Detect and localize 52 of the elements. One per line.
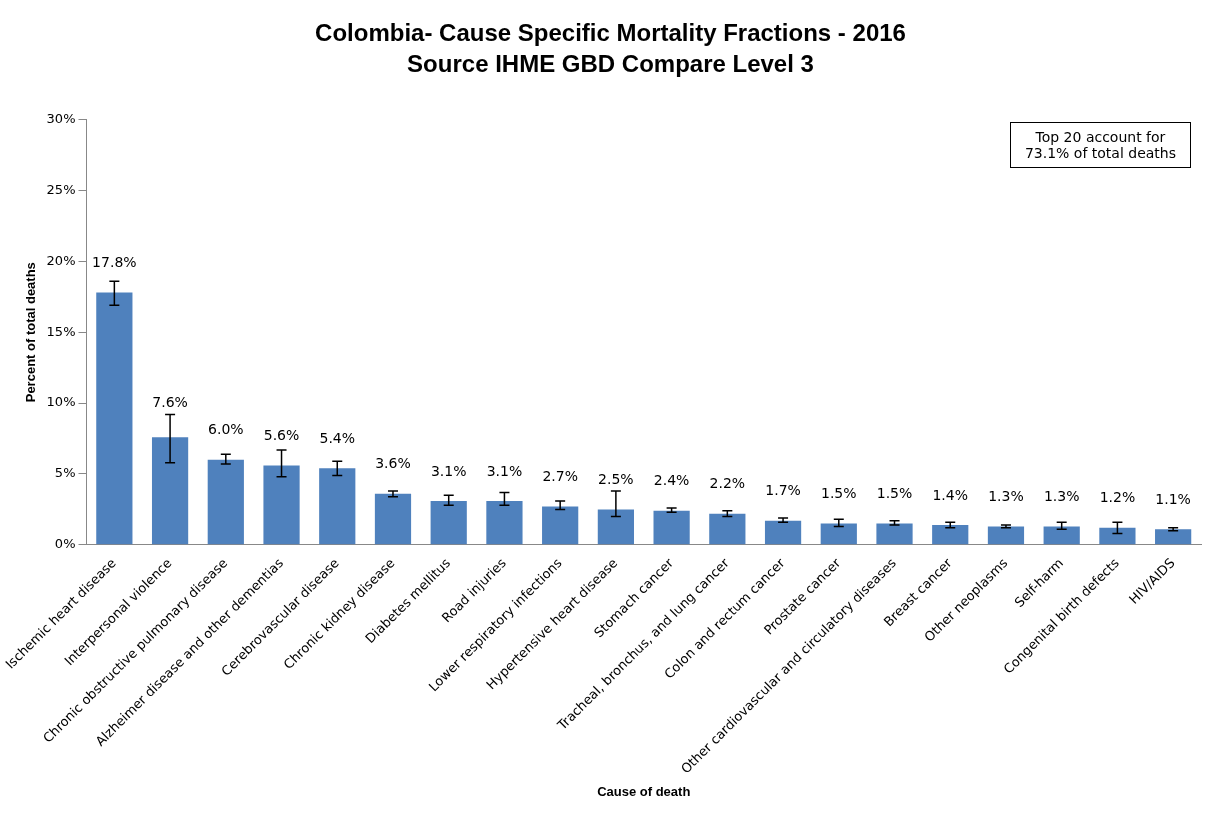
data-label: 17.8% — [92, 254, 137, 271]
data-label: 2.2% — [709, 475, 746, 492]
bar — [1099, 527, 1136, 545]
bar — [764, 520, 802, 545]
data-label: 2.4% — [653, 472, 690, 489]
data-label: 1.5% — [876, 485, 913, 502]
data-label: 1.2% — [1099, 489, 1136, 506]
bar — [319, 468, 356, 545]
bar — [263, 465, 300, 545]
bar — [374, 493, 412, 545]
bar — [1043, 526, 1080, 545]
bar — [96, 292, 133, 545]
data-label: 2.7% — [542, 468, 578, 485]
bar — [653, 510, 690, 545]
chart-title: Colombia- Cause Specific Mortality Fractions - 2016 — [315, 19, 906, 47]
chart-subtitle: Source IHME GBD Compare Level 3 — [407, 49, 814, 77]
data-label: 5.4% — [319, 429, 356, 446]
bar — [207, 459, 244, 545]
bar — [486, 500, 523, 545]
data-label: 3.6% — [375, 455, 411, 472]
bar — [430, 500, 467, 545]
bar — [1155, 529, 1192, 545]
data-label: 3.1% — [430, 462, 467, 479]
data-label: 5.6% — [263, 427, 300, 444]
data-label: 7.6% — [152, 394, 188, 411]
data-label: 1.3% — [988, 488, 1024, 505]
bar — [876, 523, 913, 545]
data-label: 1.5% — [821, 485, 857, 502]
annotation: Top 20 account for 73.1% of total deaths — [1009, 122, 1191, 168]
y-tick-label: 10% — [46, 394, 76, 410]
y-axis-title: Percent of total deaths — [23, 262, 39, 403]
bar — [597, 509, 634, 545]
data-label: 1.7% — [765, 482, 801, 499]
data-label: 6.0% — [208, 421, 244, 438]
data-label: 3.1% — [486, 462, 523, 479]
y-tick-label: 0% — [54, 536, 76, 552]
x-axis-title: Cause of death — [597, 783, 691, 799]
y-tick-label: 20% — [46, 252, 76, 268]
y-tick-label: 5% — [54, 465, 76, 481]
bar — [542, 506, 579, 545]
y-tick-label: 30% — [46, 110, 76, 126]
bar — [987, 526, 1025, 545]
bar — [820, 523, 857, 545]
data-label: 2.5% — [598, 470, 634, 487]
bar — [709, 513, 746, 545]
bar — [151, 437, 189, 545]
bar — [932, 525, 969, 545]
data-label: 1.3% — [1043, 488, 1080, 505]
data-label: 1.4% — [932, 486, 969, 503]
y-tick-label: 25% — [46, 181, 76, 197]
y-tick-label: 15% — [46, 323, 76, 339]
data-label: 1.1% — [1155, 490, 1191, 507]
